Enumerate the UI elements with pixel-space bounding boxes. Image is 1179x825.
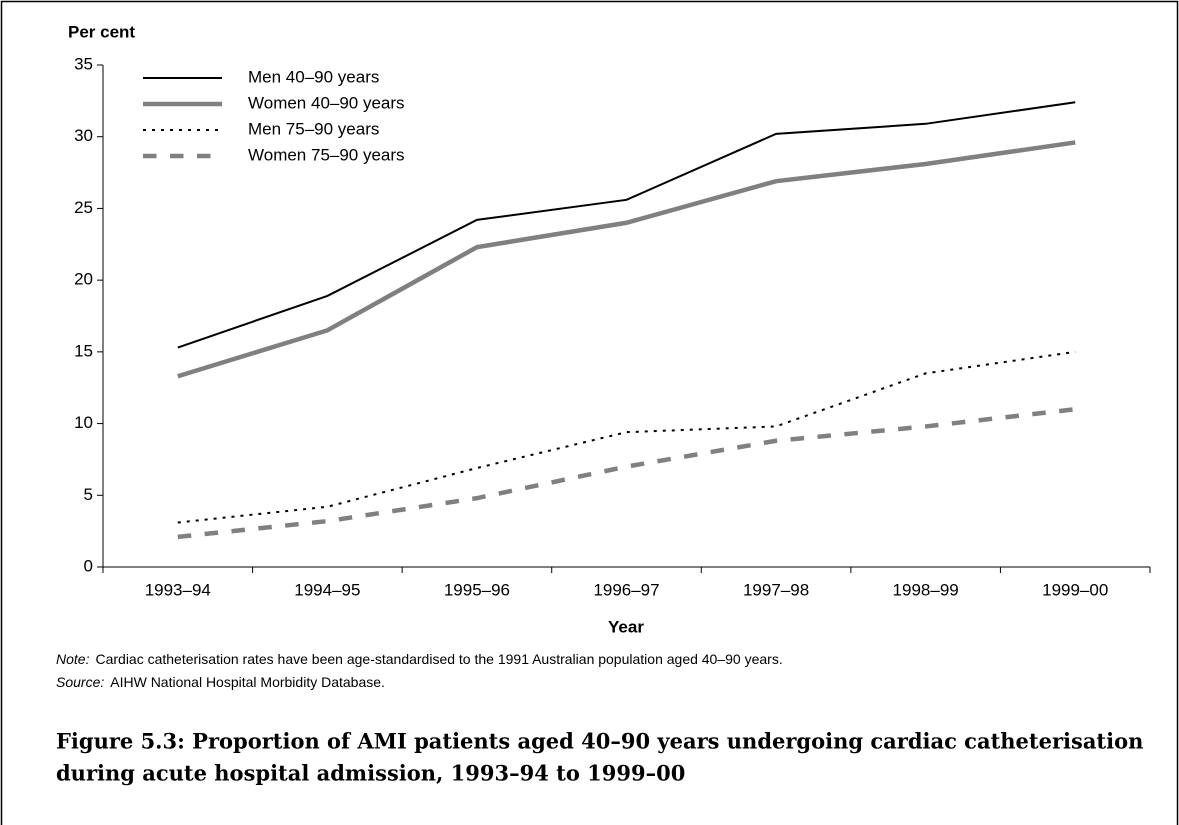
x-tick-label: 1999–00 (1042, 580, 1108, 599)
y-tick-label: 5 (84, 485, 93, 504)
source-label: Source: (56, 674, 104, 690)
note-label: Note: (56, 651, 90, 667)
y-axis-label: Per cent (68, 22, 135, 41)
x-tick-label: 1998–99 (893, 580, 959, 599)
caption: during acute hospital admission, 1993–94… (56, 761, 685, 786)
y-tick-label: 0 (84, 556, 93, 575)
source-text: AIHW National Hospital Morbidity Databas… (110, 674, 385, 690)
series-line (177, 140, 1076, 379)
note-text: Cardiac catheterisation rates have been … (95, 651, 782, 667)
y-tick-label: 15 (74, 341, 93, 360)
x-axis-label: Year (608, 617, 644, 636)
x-tick-label: 1995–96 (444, 580, 510, 599)
x-tick-label: 1994–95 (294, 580, 360, 599)
y-tick-label: 10 (74, 413, 93, 432)
legend-label: Men 75–90 years (248, 119, 379, 138)
y-tick-label: 25 (74, 198, 93, 217)
legend-label: Women 75–90 years (248, 145, 405, 164)
legend-label: Men 40–90 years (248, 67, 379, 86)
x-tick-label: 1997–98 (743, 580, 809, 599)
series-line (177, 406, 1076, 540)
y-tick-label: 35 (74, 54, 93, 73)
source: Source: AIHW National Hospital Morbidity … (56, 674, 385, 690)
x-tick-label: 1993–94 (145, 580, 211, 599)
y-tick-label: 20 (74, 270, 93, 289)
caption: Figure 5.3: Proportion of AMI patients a… (56, 729, 1143, 754)
x-tick-label: 1996–97 (593, 580, 659, 599)
series-line (177, 101, 1076, 349)
series-line (177, 350, 1076, 524)
y-tick-label: 30 (74, 126, 93, 145)
note: Note: Cardiac catheterisation rates have … (56, 651, 783, 667)
legend-label: Women 40–90 years (248, 93, 405, 112)
